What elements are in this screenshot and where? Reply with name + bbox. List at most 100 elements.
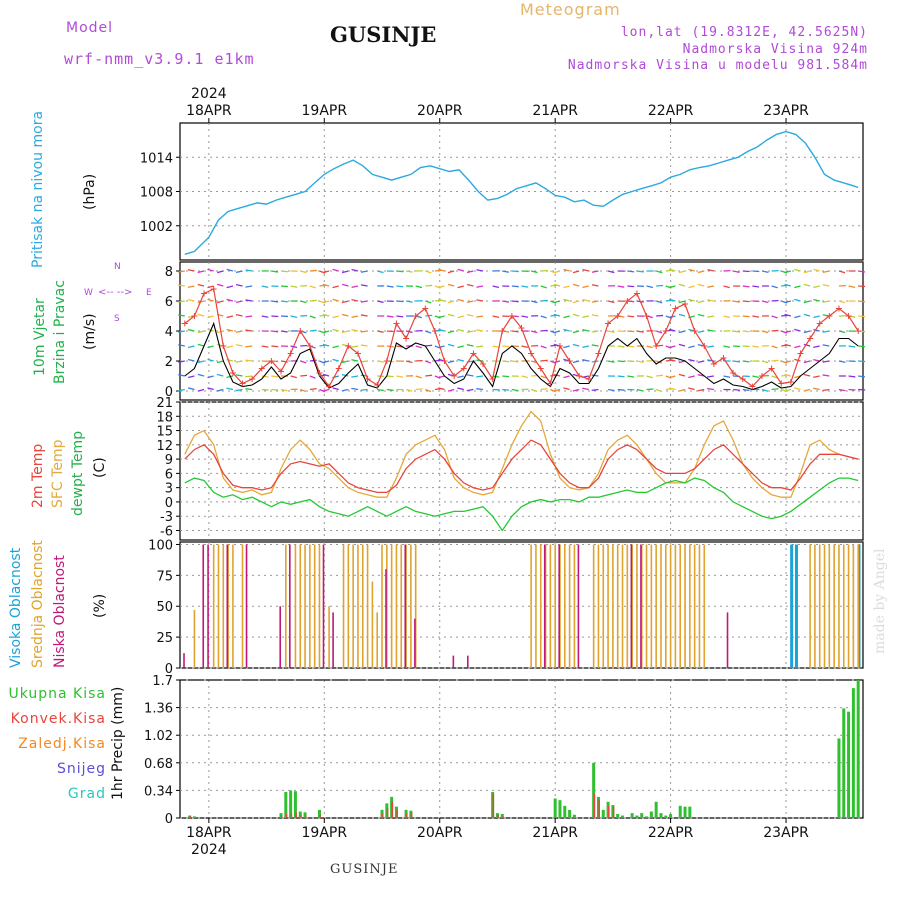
wind-arrow (245, 359, 253, 362)
wind-arrow (784, 330, 792, 334)
precip-bar-total (563, 805, 567, 818)
tick-label-temp: 6 (165, 467, 173, 482)
wind-arrow (822, 284, 830, 287)
wind-speed-line-marker (576, 373, 583, 379)
wind-arrow (360, 270, 368, 273)
precip-bar-total (572, 814, 576, 818)
wind-arrow (351, 387, 359, 391)
wind-speed-line-marker (508, 313, 515, 319)
wind-arrow (794, 298, 801, 302)
wind-arrow (300, 344, 308, 347)
wind-arrow (207, 375, 214, 379)
wind-arrow (360, 284, 368, 287)
wind-arrow (627, 330, 635, 333)
wind-arrow (794, 375, 801, 379)
wind-arrow (627, 345, 635, 348)
wind-arrow (540, 388, 548, 391)
wind-arrow (813, 358, 820, 362)
precip-bar-total (856, 680, 860, 818)
wind-arrow (813, 268, 820, 272)
wind-speed-line-marker (268, 358, 275, 364)
wind-arrow (627, 315, 635, 318)
wind-arrow (669, 298, 676, 302)
wind-arrow (415, 345, 422, 349)
wind-arrow (271, 330, 279, 333)
tick-label-temp: 12 (156, 439, 173, 454)
wind-arrow (742, 345, 750, 348)
wind-arrow (582, 315, 589, 319)
wind-arrow (457, 328, 464, 332)
wind-arrow (290, 285, 298, 288)
wind-speed-line-marker (229, 370, 236, 376)
wind-arrow (386, 285, 394, 288)
wind-arrow (447, 343, 455, 347)
wind-arrow (502, 375, 510, 378)
wind-arrow (178, 360, 185, 363)
wind-arrow (271, 375, 279, 378)
year-label-bottom: 2024 (191, 842, 227, 858)
wind-speed-line-marker (249, 376, 256, 382)
wind-arrow (280, 285, 288, 288)
wind-arrow (540, 359, 548, 362)
wind-arrow (425, 374, 433, 377)
station-title: GUSINJE (330, 22, 437, 47)
wind-arrow (396, 315, 404, 318)
tick-label-pressure: 1002 (140, 220, 173, 235)
wind-arrow (235, 374, 243, 377)
wind-arrow (245, 269, 253, 272)
tick-label-precip: 1.36 (144, 702, 173, 717)
tick-label-wind: 8 (165, 265, 173, 280)
wind-arrow (784, 373, 792, 377)
precip-bar-total (635, 815, 639, 818)
wind-arrow (322, 343, 330, 347)
wind-speed-line-marker (691, 328, 698, 334)
wind-arrow (822, 330, 830, 333)
precip-bar-total (842, 708, 846, 818)
precip-bar-total (558, 800, 562, 818)
wind-arrow (425, 330, 432, 334)
wind-speed-line-marker (374, 382, 381, 388)
wind-arrow (733, 270, 740, 273)
wind-arrow (771, 359, 779, 362)
wind-arrow (636, 360, 644, 364)
wind-speed-line-marker (403, 335, 410, 342)
tick-label-cloud: 50 (156, 600, 173, 615)
wind-arrow (678, 373, 686, 377)
precip-bar-convective (608, 805, 610, 818)
wind-speed-line-marker (412, 313, 419, 319)
wind-arrow (341, 313, 349, 317)
wind-arrow (457, 268, 464, 272)
wind-arrow (540, 285, 547, 289)
wind-arrow (656, 374, 664, 377)
wind-arrow (245, 375, 253, 378)
wind-arrow (425, 388, 432, 393)
wind-arrow (655, 300, 663, 304)
wind-arrow (341, 330, 349, 334)
wind-arrow (678, 313, 686, 317)
tick-label-precip: 0.34 (144, 784, 173, 799)
wind-arrow (707, 329, 715, 332)
wind-arrow (332, 268, 339, 272)
wind-arrow (466, 300, 474, 304)
wind-arrow (245, 345, 253, 348)
wind-arrow (235, 330, 243, 333)
wind-speed-line-marker (191, 313, 198, 319)
wind-arrow (511, 330, 519, 333)
precip-bar-convective (290, 813, 293, 818)
wind-arrow (563, 328, 570, 332)
precip-bar-convective (300, 814, 302, 818)
wind-arrow (188, 387, 195, 391)
wind-arrow (492, 285, 500, 289)
wind-speed-line-marker (422, 305, 429, 312)
wind-speed-line-marker (614, 313, 621, 319)
wind-arrow (492, 315, 500, 319)
wind-speed-line-marker (335, 365, 342, 372)
wind-arrow (822, 374, 830, 377)
wind-arrow (438, 285, 445, 289)
wind-arrow (476, 388, 484, 391)
wind-arrow (226, 328, 234, 332)
wind-arrow (396, 270, 404, 273)
wind-arrow (858, 315, 866, 318)
wind-speed-line-marker (489, 376, 496, 382)
wind-arrow (582, 298, 589, 302)
